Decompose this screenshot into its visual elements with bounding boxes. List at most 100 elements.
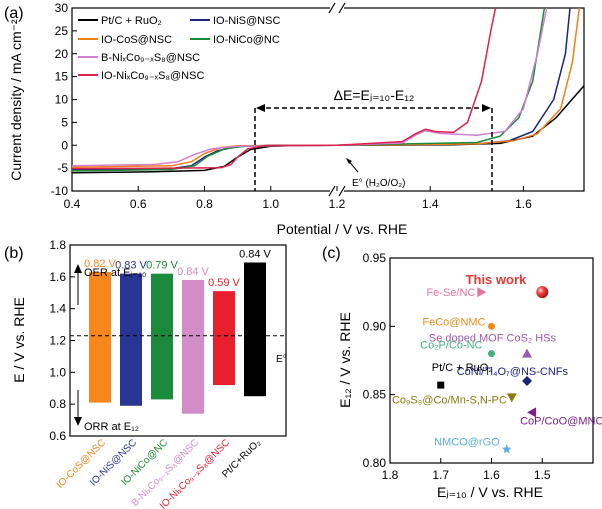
- c-y-tick-label: 0.80: [363, 456, 387, 470]
- b-orr-label: ORR at E₁₂: [84, 421, 139, 433]
- c-point-marker: [522, 376, 533, 386]
- b-e0-label: E°: [276, 354, 287, 365]
- c-point-marker: [488, 322, 495, 330]
- a-x-tick-label: 0.8: [196, 197, 213, 211]
- a-series-line-orr-5: [71, 144, 338, 170]
- panel-a: (a) -10 -5 0 5 10 15 20 25 30 0.4 0.6 0.8 1.0 1.2 1.4…: [4, 1, 585, 237]
- delta-e-arrow-right: [482, 104, 491, 112]
- legend-label: IO-NiₓCo₉₋ₓS₈@NSC: [101, 70, 204, 82]
- c-y-tick-label: 0.90: [363, 319, 387, 333]
- a-x-tick-label: 1.4: [422, 197, 439, 211]
- b-y-tick-label: 0.8: [49, 397, 66, 411]
- c-point-label: Co₉S₈@Co/Mn-S,N-PC: [392, 394, 507, 406]
- a-y-ticks: -10 -5 0 5 10 15 20 25 30: [51, 1, 77, 198]
- a-y-tick-label: 10: [55, 93, 69, 107]
- b-bars: 0.82 V 0.83 V 0.79 V0.84 V0.59 V0.84 V: [84, 249, 272, 414]
- panel-c-frame: [389, 257, 594, 464]
- c-y-tick-label: 0.95: [363, 251, 387, 265]
- e0-label: E° (H₂O/O₂): [352, 178, 405, 189]
- b-delta-label: 0.59 V: [208, 277, 240, 289]
- panel-c: (c) 0.80 0.85 0.90 0.95 1.8 1.7 1.6 1.5 E₁₂ / …: [322, 245, 602, 500]
- b-delta-label: 0.84 V: [239, 249, 271, 261]
- c-y-ticks: 0.80 0.85 0.90 0.95: [363, 251, 395, 470]
- b-y-tick-label: 1.8: [49, 238, 66, 252]
- c-point-marker: [527, 407, 537, 418]
- b-delta-label: 0.79 V: [146, 260, 178, 272]
- b-y-tick-label: 1.6: [49, 270, 66, 284]
- b-y-tick-label: 1.0: [49, 365, 66, 379]
- c-point-label: Fe-Se/NC: [426, 287, 475, 299]
- c-point-marker: [522, 348, 533, 358]
- a-series-line-oer-2: [336, 7, 581, 147]
- b-oer-arrow-head: [74, 264, 82, 273]
- delta-e-label: ΔE=Eⱼ₌₁₀-E₁₂: [334, 87, 415, 103]
- c-x-tick-label: 1.8: [382, 468, 399, 482]
- c-x-tick-label: 1.7: [432, 468, 449, 482]
- c-point-label: NMCO@rGO: [434, 436, 500, 448]
- b-category-labels: IO-CoS@NSCIO-NiS@NSCIO-NiCo@NCB-NiₓCo₉₋ₓ…: [55, 437, 264, 509]
- delta-e-annotation: ΔE=Eⱼ₌₁₀-E₁₂: [254, 87, 493, 191]
- b-y-tick-label: 1.2: [49, 334, 66, 348]
- a-x-tick-label: 1.6: [515, 197, 532, 211]
- legend-label: IO-CoS@NSC: [101, 34, 172, 46]
- panel-c-label: (c): [322, 245, 341, 262]
- a-y-tick-label: -10: [51, 184, 69, 198]
- a-x-tick-label: 1.2: [329, 197, 346, 211]
- e0-annotation: E° (H₂O/O₂): [346, 158, 405, 189]
- a-x-ticks: 0.4 0.6 0.8 1.0 1.2 1.4 1.6: [64, 186, 532, 211]
- a-series-lines: [71, 7, 585, 174]
- a-x-tick-label: 0.6: [130, 197, 147, 211]
- panel-a-label: (a): [4, 5, 24, 22]
- c-point-marker: [506, 393, 517, 403]
- b-orr-arrow: [74, 390, 82, 426]
- b-oer-label: OER at Eⱼ₌₁₀: [84, 267, 146, 279]
- a-y-tick-label: 5: [61, 115, 68, 129]
- c-point-label: CoP/CoO@MNC-CNT: [520, 415, 602, 427]
- a-legend: Pt/C + RuO₂ IO-NiS@NSC IO-CoS@NSC IO-NiCo@N…: [78, 15, 280, 82]
- c-x-tick-label: 1.5: [534, 468, 551, 482]
- panel-b: (b) 0.60.81.01.21.41.61.8 E / V vs. RHE …: [4, 238, 287, 509]
- legend-label: IO-NiCo@NC: [213, 34, 280, 46]
- b-y-axis-label: E / V vs. RHE: [11, 297, 27, 383]
- axis-break-bottom-2: [338, 185, 346, 197]
- b-bar: [213, 291, 235, 386]
- a-series-line-orr-2: [71, 144, 338, 168]
- c-point-marker: [437, 381, 445, 389]
- b-y-ticks: 0.6 0.8 1.0 1.2 1.4 1.6 1.8: [49, 238, 75, 443]
- b-bar: [89, 272, 111, 403]
- b-orr-arrow-head: [74, 417, 82, 426]
- e0-arrow-head: [346, 158, 352, 164]
- a-series-line-orr-4: [71, 144, 338, 167]
- b-y-tick-label: 1.4: [49, 302, 66, 316]
- a-series-line-oer-1: [336, 7, 571, 147]
- a-y-tick-label: 30: [55, 1, 69, 15]
- b-y-tick-label: 0.6: [49, 429, 66, 443]
- panel-b-label: (b): [4, 245, 24, 262]
- c-point-marker: [502, 444, 512, 454]
- c-point-label: This work: [466, 272, 527, 287]
- a-y-tick-label: 25: [55, 24, 69, 38]
- a-y-tick-label: 20: [55, 47, 69, 61]
- b-delta-label: 0.84 V: [177, 266, 209, 278]
- delta-e-arrow-left: [256, 104, 265, 112]
- a-series-line-oer-5: [336, 7, 497, 147]
- c-point-label: Se doped MOF CoS₂ HSs: [429, 333, 557, 345]
- a-y-tick-label: -5: [57, 161, 68, 175]
- c-x-axis-label: Eⱼ₌₁₀ / V vs. RHE: [437, 484, 543, 500]
- c-point-marker: [488, 350, 495, 358]
- b-delta-label: 0.82 V: [84, 258, 116, 270]
- legend-label: IO-NiS@NSC: [213, 15, 280, 27]
- c-point-label: CoNi/Ti₄O₇@NS-CNFs: [457, 366, 569, 378]
- b-delta-label: 0.83 V: [115, 260, 147, 272]
- c-point-marker: [536, 286, 549, 299]
- axis-break-top-2: [338, 2, 346, 14]
- a-x-tick-label: 1.0: [262, 197, 279, 211]
- c-y-tick-label: 0.85: [363, 388, 387, 402]
- c-point-label: Co₂P/Co-NC: [420, 340, 482, 352]
- a-y-axis-label: Current density / mA cm⁻²: [8, 19, 24, 181]
- b-bar: [120, 273, 142, 406]
- a-x-tick-label: 0.4: [64, 197, 81, 211]
- a-x-axis-label: Potential / V vs. RHE: [277, 221, 408, 237]
